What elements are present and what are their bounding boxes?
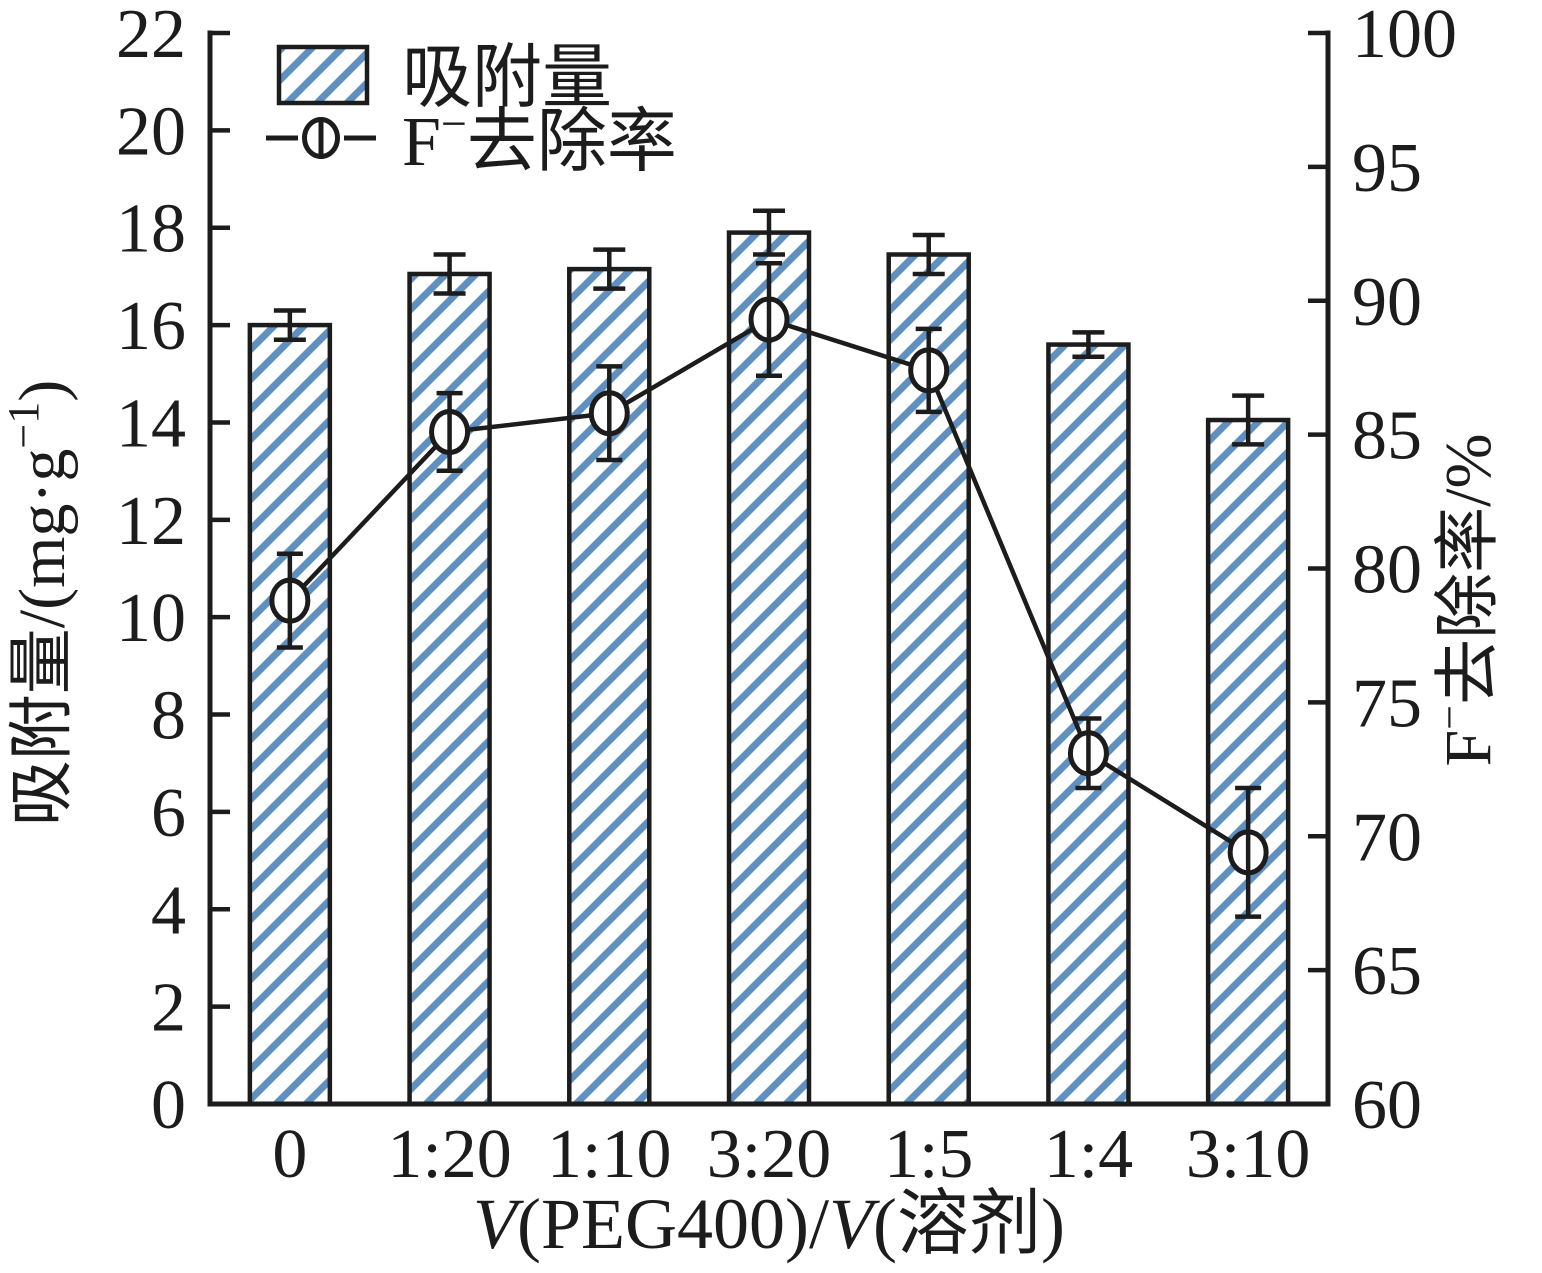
- label-part-0: V: [473, 1184, 524, 1264]
- left-tick-label-0: 0: [151, 1067, 186, 1144]
- x-tick-label-3:10: 3:10: [1186, 1116, 1310, 1193]
- right-tick-label-100: 100: [1352, 0, 1457, 73]
- label-part-0: F: [402, 104, 441, 181]
- right-y-axis-title: F−去除率/%: [1425, 434, 1505, 767]
- x-tick-label-1:20: 1:20: [387, 1116, 511, 1193]
- right-tick-label-95: 95: [1352, 130, 1422, 207]
- left-tick-label-10: 10: [116, 580, 186, 657]
- label-part-2: 去除率/%: [1432, 434, 1505, 705]
- left-y-axis-title-group: 吸附量/(mg·g−1): [0, 380, 79, 826]
- label-part-1: −: [1425, 705, 1474, 730]
- label-part-2: ): [6, 380, 79, 402]
- label-part-1: −1: [0, 402, 48, 449]
- right-tick-label-70: 70: [1352, 799, 1422, 876]
- label-part-0: F: [1432, 730, 1505, 767]
- x-tick-label-1:5: 1:5: [884, 1116, 973, 1193]
- right-ticks-group: 60 65 70 75 80 85 90 95 100: [1308, 0, 1457, 1144]
- left-tick-label-12: 12: [116, 483, 186, 560]
- x-axis-title: V(PEG400)/V(溶剂): [473, 1184, 1065, 1264]
- left-tick-label-20: 20: [116, 93, 186, 170]
- legend-bar-swatch: [276, 44, 370, 106]
- right-y-axis-title-group: F−去除率/%: [1425, 434, 1505, 767]
- x-tick-label-1:4: 1:4: [1044, 1116, 1133, 1193]
- legend-label-removal: F−去除率: [402, 98, 677, 181]
- left-y-axis-title: 吸附量/(mg·g−1): [0, 380, 79, 826]
- right-tick-label-90: 90: [1352, 264, 1422, 341]
- label-part-0: 吸附量/(mg·g: [6, 449, 79, 827]
- x-tick-label-0: 0: [272, 1116, 307, 1193]
- right-tick-label-80: 80: [1352, 532, 1422, 609]
- left-tick-label-8: 8: [151, 678, 186, 755]
- left-tick-label-18: 18: [116, 191, 186, 268]
- x-tick-label-3:20: 3:20: [707, 1116, 831, 1193]
- left-tick-label-4: 4: [151, 872, 186, 949]
- bar-3:10: [1205, 417, 1291, 1107]
- x-tick-labels-group: 0 1:20 1:10 3:20 1:5 1:4 3:10: [272, 1116, 1310, 1193]
- legend-label-adsorption: 吸附量: [402, 40, 612, 117]
- left-tick-label-14: 14: [116, 385, 186, 462]
- right-tick-label-65: 65: [1352, 933, 1422, 1010]
- bar-3:20: [726, 230, 812, 1107]
- left-tick-label-16: 16: [116, 288, 186, 365]
- label-part-1: (PEG400)/: [517, 1184, 829, 1264]
- label-part-1: −: [441, 98, 467, 149]
- line-errorbars-group: [276, 261, 1262, 919]
- label-part-3: (溶剂): [873, 1184, 1065, 1264]
- left-tick-label-22: 22: [116, 0, 186, 73]
- x-tick-label-1:10: 1:10: [547, 1116, 671, 1193]
- label-part-2: 去除率: [467, 104, 677, 181]
- bar-errorbars-group: [273, 208, 1265, 447]
- right-tick-label-85: 85: [1352, 398, 1422, 475]
- right-tick-label-75: 75: [1352, 665, 1422, 742]
- bar-0: [247, 322, 333, 1107]
- right-tick-label-60: 60: [1352, 1067, 1422, 1144]
- left-ticks-group: 0 2 4 6 8 10 12 14 16 18 20 22: [116, 0, 230, 1144]
- left-tick-label-6: 6: [151, 775, 186, 852]
- left-tick-label-2: 2: [151, 970, 186, 1047]
- label-part-2: V: [829, 1184, 880, 1264]
